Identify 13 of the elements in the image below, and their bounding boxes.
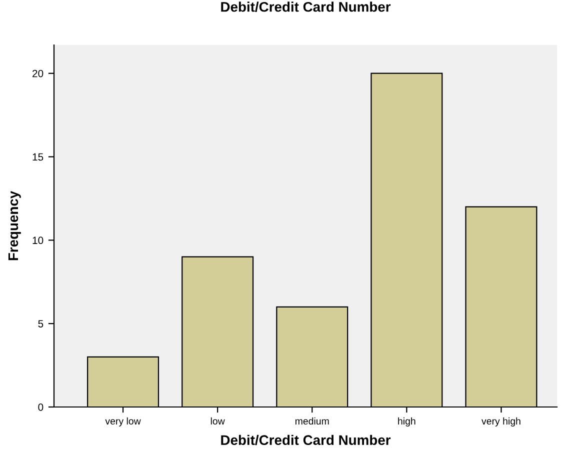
x-tick-label: very low (105, 417, 141, 426)
chart-title: Debit/Credit Card Number (221, 2, 391, 12)
y-tick-label: 10 (32, 236, 44, 244)
x-tick-label: very high (482, 417, 520, 426)
y-tick-label: 5 (38, 320, 44, 328)
x-tick-label: high (398, 417, 416, 426)
x-axis-title: Debit/Credit Card Number (221, 434, 391, 446)
y-tick-label: 20 (32, 70, 44, 78)
x-tick-label: low (210, 417, 225, 425)
x-tick-label: medium (295, 417, 329, 425)
y-axis-title: Frequency (8, 190, 21, 260)
y-tick-label: 15 (32, 153, 44, 161)
y-tick-label: 0 (38, 404, 44, 411)
